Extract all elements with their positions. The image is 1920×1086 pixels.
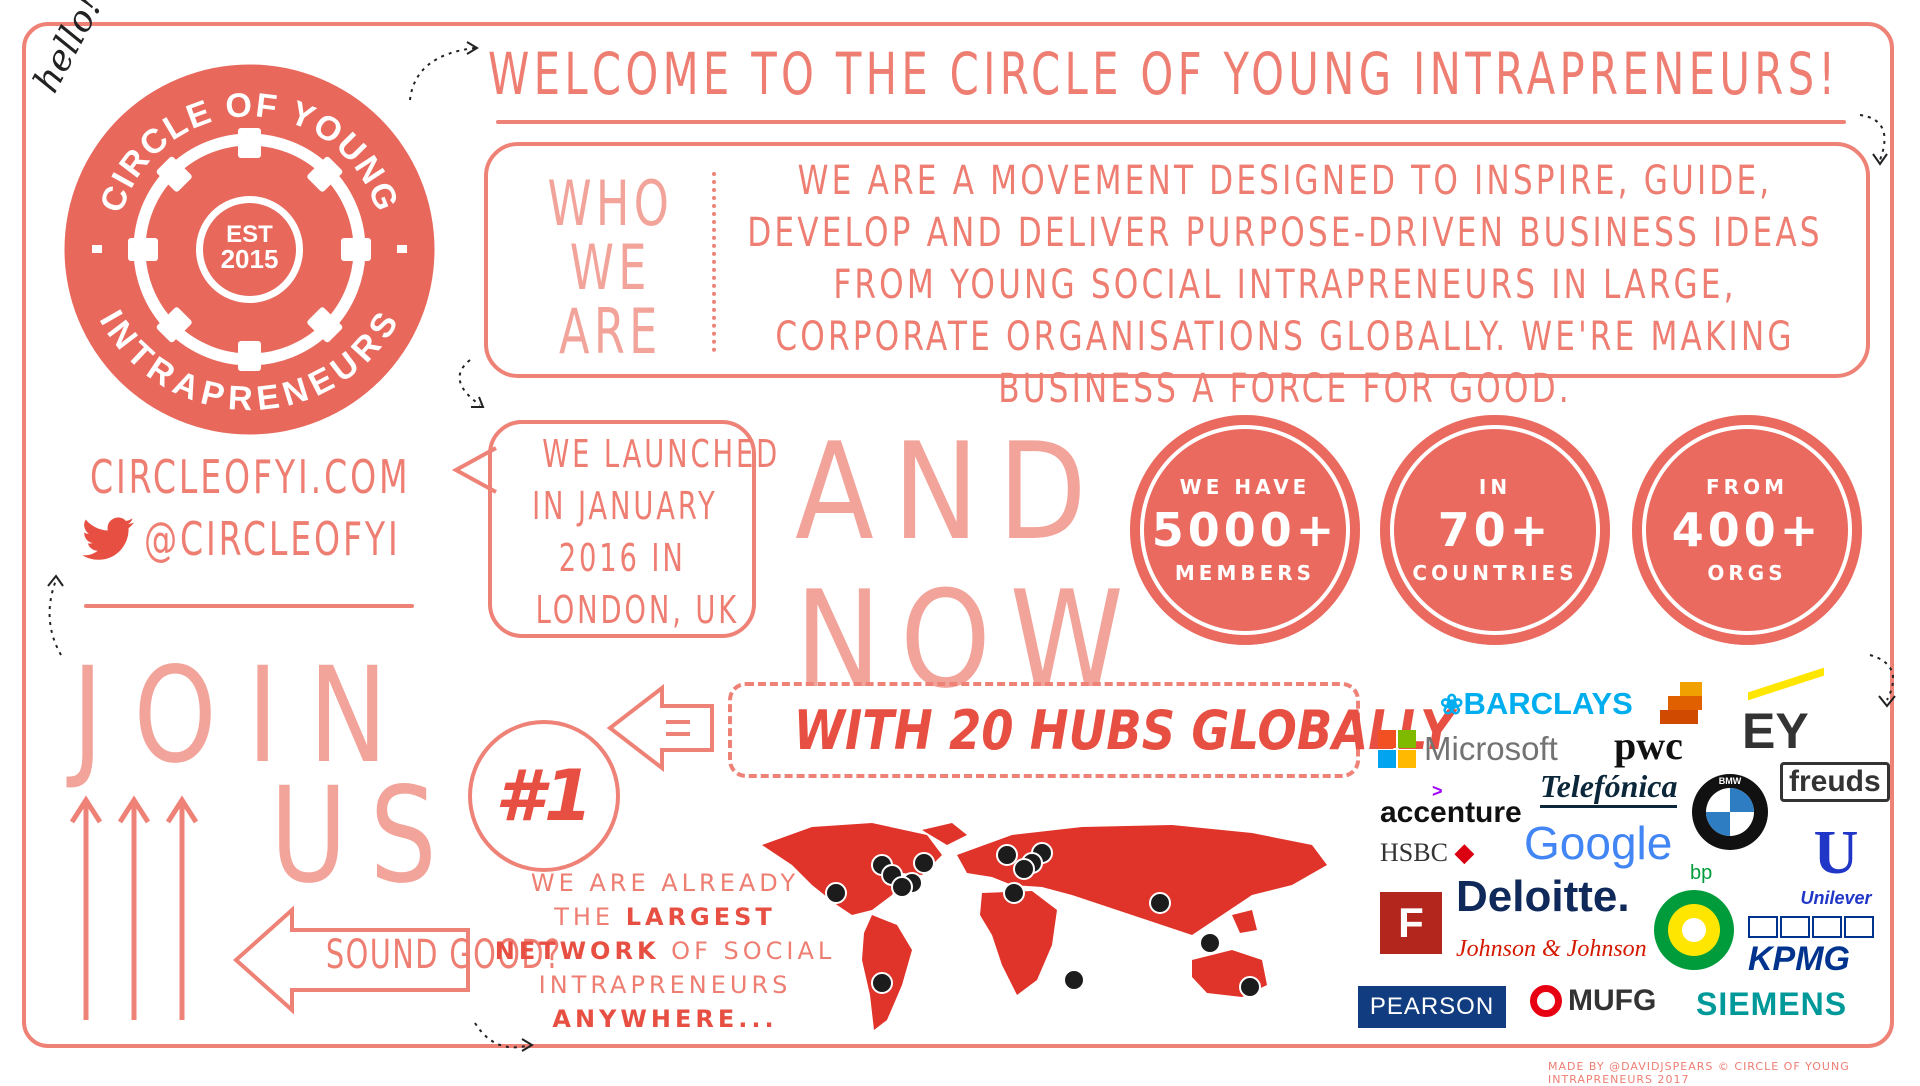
number-one-badge: #1: [468, 720, 620, 872]
johnson-johnson-logo: Johnson & Johnson: [1456, 936, 1647, 962]
deloitte-logo: Deloitte.: [1456, 872, 1630, 921]
hubs-box: [728, 682, 1360, 778]
largest-network-text: WE ARE ALREADY THE LARGEST NETWORK OF SO…: [494, 869, 836, 1033]
mufg-logo: MUFG: [1530, 984, 1656, 1018]
launch-bubble: [488, 420, 756, 638]
dotted-arrow-icon: [409, 41, 479, 101]
mufg-circle-icon: [1530, 985, 1562, 1017]
circle-of-yi-logo: EST 2015 CIRCLE OF YOUNG INTRAPRENEURS: [64, 64, 435, 435]
who-divider: [712, 172, 716, 352]
launch-text: WE LAUNCHED IN JANUARY 2016 IN LONDON, U…: [532, 432, 781, 632]
dotted-arrow-icon: [47, 574, 64, 656]
dotted-arrow-icon: [1869, 654, 1896, 708]
microsoft-squares-icon: [1378, 730, 1416, 768]
dotted-arrow-icon: [458, 359, 485, 408]
ey-logo: EY: [1742, 703, 1809, 759]
hsbc-logo: HSBC ◆: [1380, 838, 1475, 867]
freuds-logo: freuds: [1780, 762, 1890, 802]
page-frame: [22, 22, 1894, 1048]
pwc-logo: pwc: [1614, 723, 1683, 768]
unilever-logo: U Unilever: [1800, 819, 1872, 908]
website-link[interactable]: CIRCLEOFYI.COM: [90, 450, 411, 504]
mission-statement: WE ARE A MOVEMENT DESIGNED TO INSPIRE, G…: [747, 158, 1823, 412]
who-we-are-title: WHO WE ARE: [547, 167, 673, 368]
fidelity-logo: F: [1380, 892, 1442, 954]
dotted-arrow-icon: [474, 1022, 534, 1052]
stat-members: WE HAVE 5000+ MEMBERS: [1130, 415, 1360, 645]
header-rule: [496, 120, 1846, 124]
and-now-text: AND NOW: [795, 414, 1143, 718]
who-we-are-box: [484, 142, 1870, 378]
stat-orgs: FROM 400+ ORGS: [1632, 415, 1862, 645]
contact-rule: [84, 604, 414, 608]
barclays-logo: ❀BARCLAYS: [1440, 686, 1633, 721]
twitter-bird-icon: [82, 517, 134, 560]
welcome-heading: WELCOME TO THE CIRCLE OF YOUNG INTRAPREN…: [488, 40, 1840, 108]
bp-helios-icon: [1654, 890, 1734, 970]
bmw-logo: BMW: [1692, 774, 1768, 850]
accenture-logo: > accenture: [1380, 781, 1522, 829]
pwc-mark-icon: [1660, 682, 1702, 724]
google-logo: Google: [1524, 817, 1673, 869]
us-word: US: [270, 759, 460, 913]
dotted-arrow-icon: [1859, 114, 1888, 166]
equals-arrow: [606, 684, 714, 773]
speech-tail: [452, 446, 497, 494]
svg-text:BMW: BMW: [1719, 776, 1742, 786]
logo-est: EST: [226, 221, 273, 248]
up-arrows-icon: [69, 795, 199, 1020]
footer-credit: MADE BY @DAVIDJSPEARS © CIRCLE OF YOUNG …: [1548, 1060, 1850, 1086]
telefonica-logo: Telefónica: [1540, 768, 1678, 808]
twitter-handle[interactable]: @CIRCLEOFYI: [82, 512, 501, 566]
ey-beam-icon: [1748, 667, 1824, 701]
logo-year: 2015: [221, 244, 279, 274]
pearson-logo: PEARSON: [1358, 986, 1506, 1028]
siemens-logo: SIEMENS: [1696, 986, 1848, 1022]
world-map: [762, 823, 1327, 1030]
sound-good-arrow: [232, 905, 470, 1015]
microsoft-logo: Microsoft: [1378, 730, 1558, 768]
bp-logo: bp: [1690, 862, 1713, 884]
kpmg-logo: KPMG: [1748, 916, 1874, 979]
join-word: JOIN: [72, 639, 418, 793]
stat-countries: IN 70+ COUNTRIES: [1380, 415, 1610, 645]
sound-good-text: SOUND GOOD?: [325, 932, 562, 978]
hubs-text: WITH 20 HUBS GLOBALLY: [793, 699, 1454, 762]
